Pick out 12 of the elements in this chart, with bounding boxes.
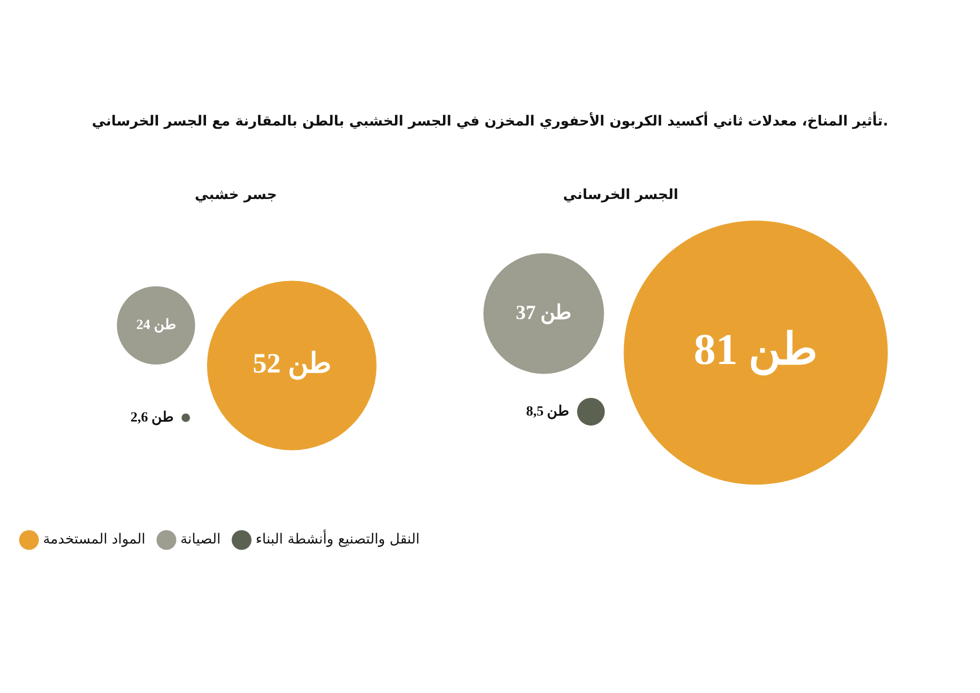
data-label: 52 طن — [252, 348, 331, 381]
legend-label: المواد المستخدمة — [43, 532, 146, 548]
category-label: جسر خشبي — [194, 186, 277, 203]
data-label: 8,5 طن — [526, 404, 570, 420]
data-label: 24 طن — [136, 318, 176, 333]
data-label: 81 طن — [694, 324, 818, 376]
legend-label: النقل والتصنيع وأنشطة البناء — [256, 530, 420, 548]
text: تأثير المناخ، معدلات ثاني أكسيد الكربون الأحفوري المخزن في الجسر الخشبي بالطن بالمقارنة مع الجسر الخرساني. — [92, 111, 888, 130]
category-label: الجسر الخرساني — [563, 186, 678, 203]
legend-label: الصيانة — [180, 532, 221, 548]
data-label: 37 طن — [516, 302, 572, 325]
data-label: 2,6 طن — [130, 410, 174, 426]
